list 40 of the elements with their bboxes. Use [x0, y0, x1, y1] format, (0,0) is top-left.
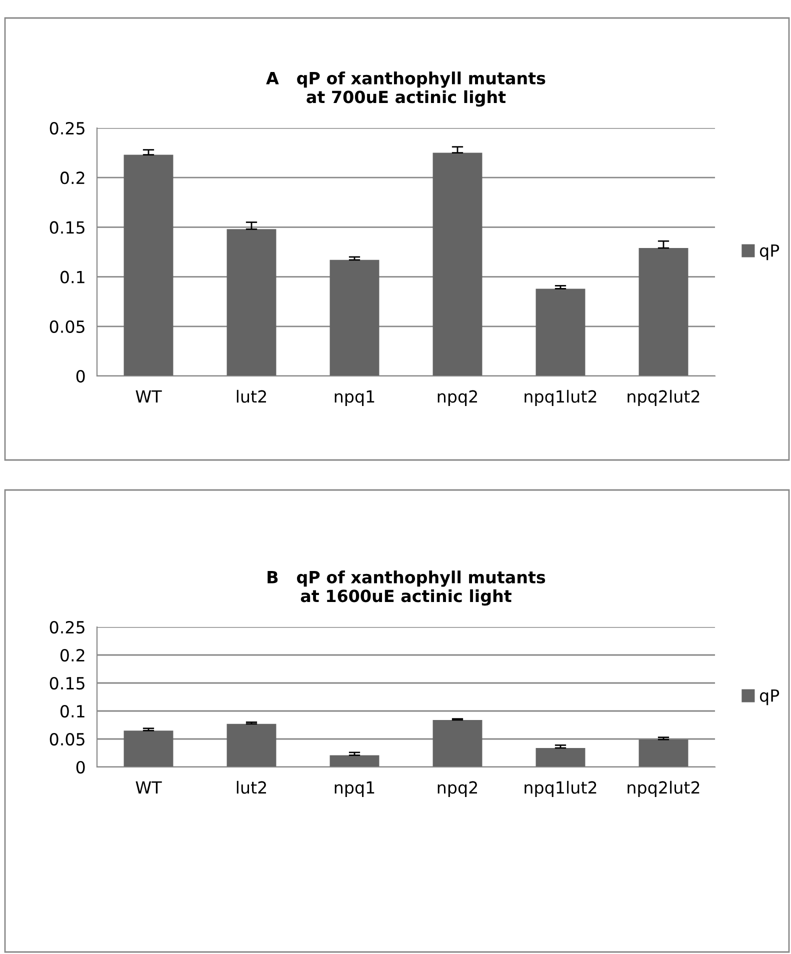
x-tick-label: npq1lut2	[524, 780, 596, 798]
x-tick-label: lut2	[236, 780, 266, 794]
bar	[536, 288, 586, 376]
x-tick-label: npq1lut2	[524, 390, 596, 406]
legend-label: qP	[760, 244, 780, 260]
x-tick-label: WT	[136, 390, 162, 403]
chart-title: A qP of xanthophyll mutants at 700uE actinic light	[266, 72, 546, 107]
x-tick-label: npq1	[334, 781, 374, 798]
bar	[330, 755, 380, 767]
legend-label: qP	[760, 689, 780, 706]
x-tick-label: npq2	[438, 781, 477, 798]
y-tick-label: 0.1	[60, 270, 84, 284]
y-tick-label: 0.25	[50, 620, 84, 634]
x-tick-label: npq2	[438, 390, 477, 406]
bar	[124, 154, 174, 376]
x-tick-label: lut2	[236, 390, 266, 403]
x-tick-label: npq2lut2	[628, 780, 700, 798]
y-tick-label: 0	[76, 370, 85, 383]
y-tick-label: 0.1	[60, 704, 84, 718]
x-tick-label: npq2lut2	[628, 390, 700, 406]
bar	[536, 748, 586, 767]
y-tick-label: 0.05	[50, 320, 84, 333]
y-tick-label: 0.25	[50, 122, 84, 135]
x-tick-label: npq1	[334, 390, 374, 406]
y-tick-label: 0.15	[50, 221, 84, 234]
bar	[432, 152, 482, 376]
y-tick-label: 0.15	[50, 676, 84, 690]
y-tick-label: 0.2	[60, 172, 84, 184]
y-tick-label: 0.05	[50, 732, 84, 746]
bar	[226, 229, 276, 376]
bar	[638, 740, 688, 767]
y-tick-label: 0	[76, 760, 85, 774]
bar	[330, 260, 380, 376]
chart-title: B qP of xanthophyll mutants at 1600uE actinic light	[268, 570, 546, 606]
x-tick-label: WT	[136, 781, 162, 794]
y-tick-label: 0.2	[60, 648, 84, 662]
bar	[638, 248, 688, 376]
bar	[432, 720, 482, 767]
bar	[226, 724, 276, 767]
bar	[124, 730, 174, 767]
